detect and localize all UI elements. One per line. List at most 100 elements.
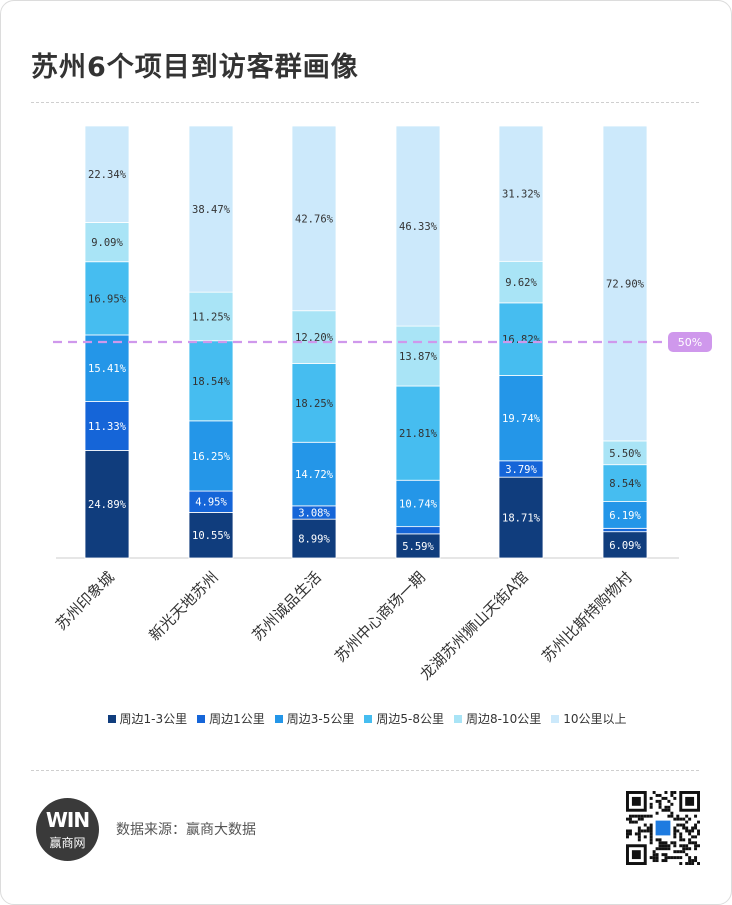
qr-module	[694, 826, 698, 830]
data-label: 15.41%	[88, 363, 127, 375]
qr-module	[673, 835, 677, 839]
qr-module	[685, 862, 689, 865]
qr-module	[688, 856, 692, 860]
qr-module	[667, 856, 671, 860]
bar-segment	[498, 125, 544, 262]
legend-label: 周边5-8公里	[376, 712, 444, 726]
qr-module	[655, 793, 659, 797]
logo-text: 赢商网	[49, 836, 86, 850]
qr-module	[626, 817, 629, 821]
legend-item: 10公里以上	[551, 710, 627, 727]
qr-module	[643, 835, 647, 839]
qr-module	[658, 793, 662, 797]
qr-module	[661, 853, 665, 857]
qr-code-icon[interactable]	[626, 791, 700, 865]
qr-module	[685, 829, 689, 833]
data-label: 10.74%	[399, 498, 438, 510]
data-label: 3.79%	[505, 464, 537, 476]
bar-segment	[291, 125, 337, 312]
qr-module	[685, 853, 689, 857]
qr-module	[697, 862, 700, 865]
data-label: 38.47%	[192, 204, 231, 216]
bar-segment	[291, 518, 337, 559]
qr-module	[649, 829, 653, 833]
legend-label: 10公里以上	[563, 712, 627, 726]
qr-module	[667, 805, 671, 809]
data-source: 数据来源：赢商大数据	[116, 819, 256, 839]
qr-module	[652, 850, 656, 854]
qr-center-logo	[655, 820, 671, 836]
qr-module	[670, 802, 674, 806]
qr-module	[676, 817, 680, 821]
qr-module	[667, 814, 671, 818]
qr-module	[682, 817, 686, 821]
qr-module	[649, 814, 653, 818]
category-label: 苏州比斯特购物村	[538, 568, 636, 666]
bar-segment	[188, 291, 234, 342]
qr-module	[679, 832, 683, 836]
data-label: 24.89%	[88, 499, 127, 511]
qr-module	[649, 856, 653, 860]
qr-module	[673, 850, 677, 854]
qr-module	[628, 832, 632, 836]
qr-module	[661, 808, 665, 812]
qr-module	[691, 829, 695, 833]
bar-segment	[602, 501, 648, 529]
data-label: 9.62%	[505, 277, 537, 289]
chart-legend: 周边1-3公里 周边1公里 周边3-5公里 周边5-8公里 周边8-10公里 10公里以上	[1, 710, 731, 727]
legend-swatch	[107, 714, 116, 723]
data-label: 5.50%	[609, 448, 641, 460]
bar-segment	[602, 125, 648, 442]
qr-module	[673, 856, 677, 860]
qr-module	[634, 832, 638, 836]
legend-label: 周边1-3公里	[119, 712, 188, 726]
qr-module	[661, 859, 665, 863]
qr-module	[694, 859, 698, 863]
qr-module	[655, 799, 659, 803]
qr-module	[676, 829, 680, 833]
qr-finder-core	[631, 850, 641, 860]
qr-module	[691, 826, 695, 830]
qr-module	[685, 847, 689, 851]
logo-mark: WIN	[45, 808, 90, 832]
data-label: 46.33%	[399, 221, 438, 233]
bar-segment	[602, 531, 648, 559]
qr-module	[628, 817, 632, 821]
bar-segment	[395, 385, 441, 481]
qr-module	[646, 826, 650, 830]
qr-module	[685, 820, 689, 824]
qr-module	[691, 862, 695, 865]
qr-module	[628, 820, 632, 824]
legend-swatch	[551, 714, 560, 723]
category-label: 苏州中心商场一期	[331, 568, 429, 666]
qr-module	[646, 829, 650, 833]
data-label: 18.54%	[192, 376, 231, 388]
legend-item: 周边5-8公里	[364, 710, 444, 727]
qr-module	[664, 841, 668, 845]
bar-segment	[498, 476, 544, 559]
data-label: 18.25%	[295, 398, 334, 410]
data-label: 18.71%	[502, 513, 541, 525]
stacked-bar-chart: 24.89% 11.33% 15.41% 16.95% 9.09% 22.34% 苏州印象城…	[52, 125, 712, 684]
bar-segment	[291, 441, 337, 507]
qr-module	[688, 841, 692, 845]
qr-module	[676, 856, 680, 860]
qr-module	[655, 838, 659, 842]
qr-module	[664, 791, 668, 794]
qr-module	[637, 826, 641, 830]
data-label: 16.25%	[192, 451, 231, 463]
bar-segment	[188, 512, 234, 559]
qr-module	[649, 841, 653, 845]
qr-module	[640, 814, 644, 818]
qr-module	[691, 859, 695, 863]
qr-module	[685, 814, 689, 818]
qr-module	[640, 817, 644, 821]
qr-module	[682, 850, 686, 854]
legend-swatch	[274, 714, 283, 723]
qr-module	[673, 844, 677, 848]
qr-module	[682, 826, 686, 830]
qr-module	[679, 856, 683, 860]
qr-module	[679, 838, 683, 842]
data-label: 4.95%	[195, 497, 227, 509]
qr-module	[697, 829, 700, 833]
